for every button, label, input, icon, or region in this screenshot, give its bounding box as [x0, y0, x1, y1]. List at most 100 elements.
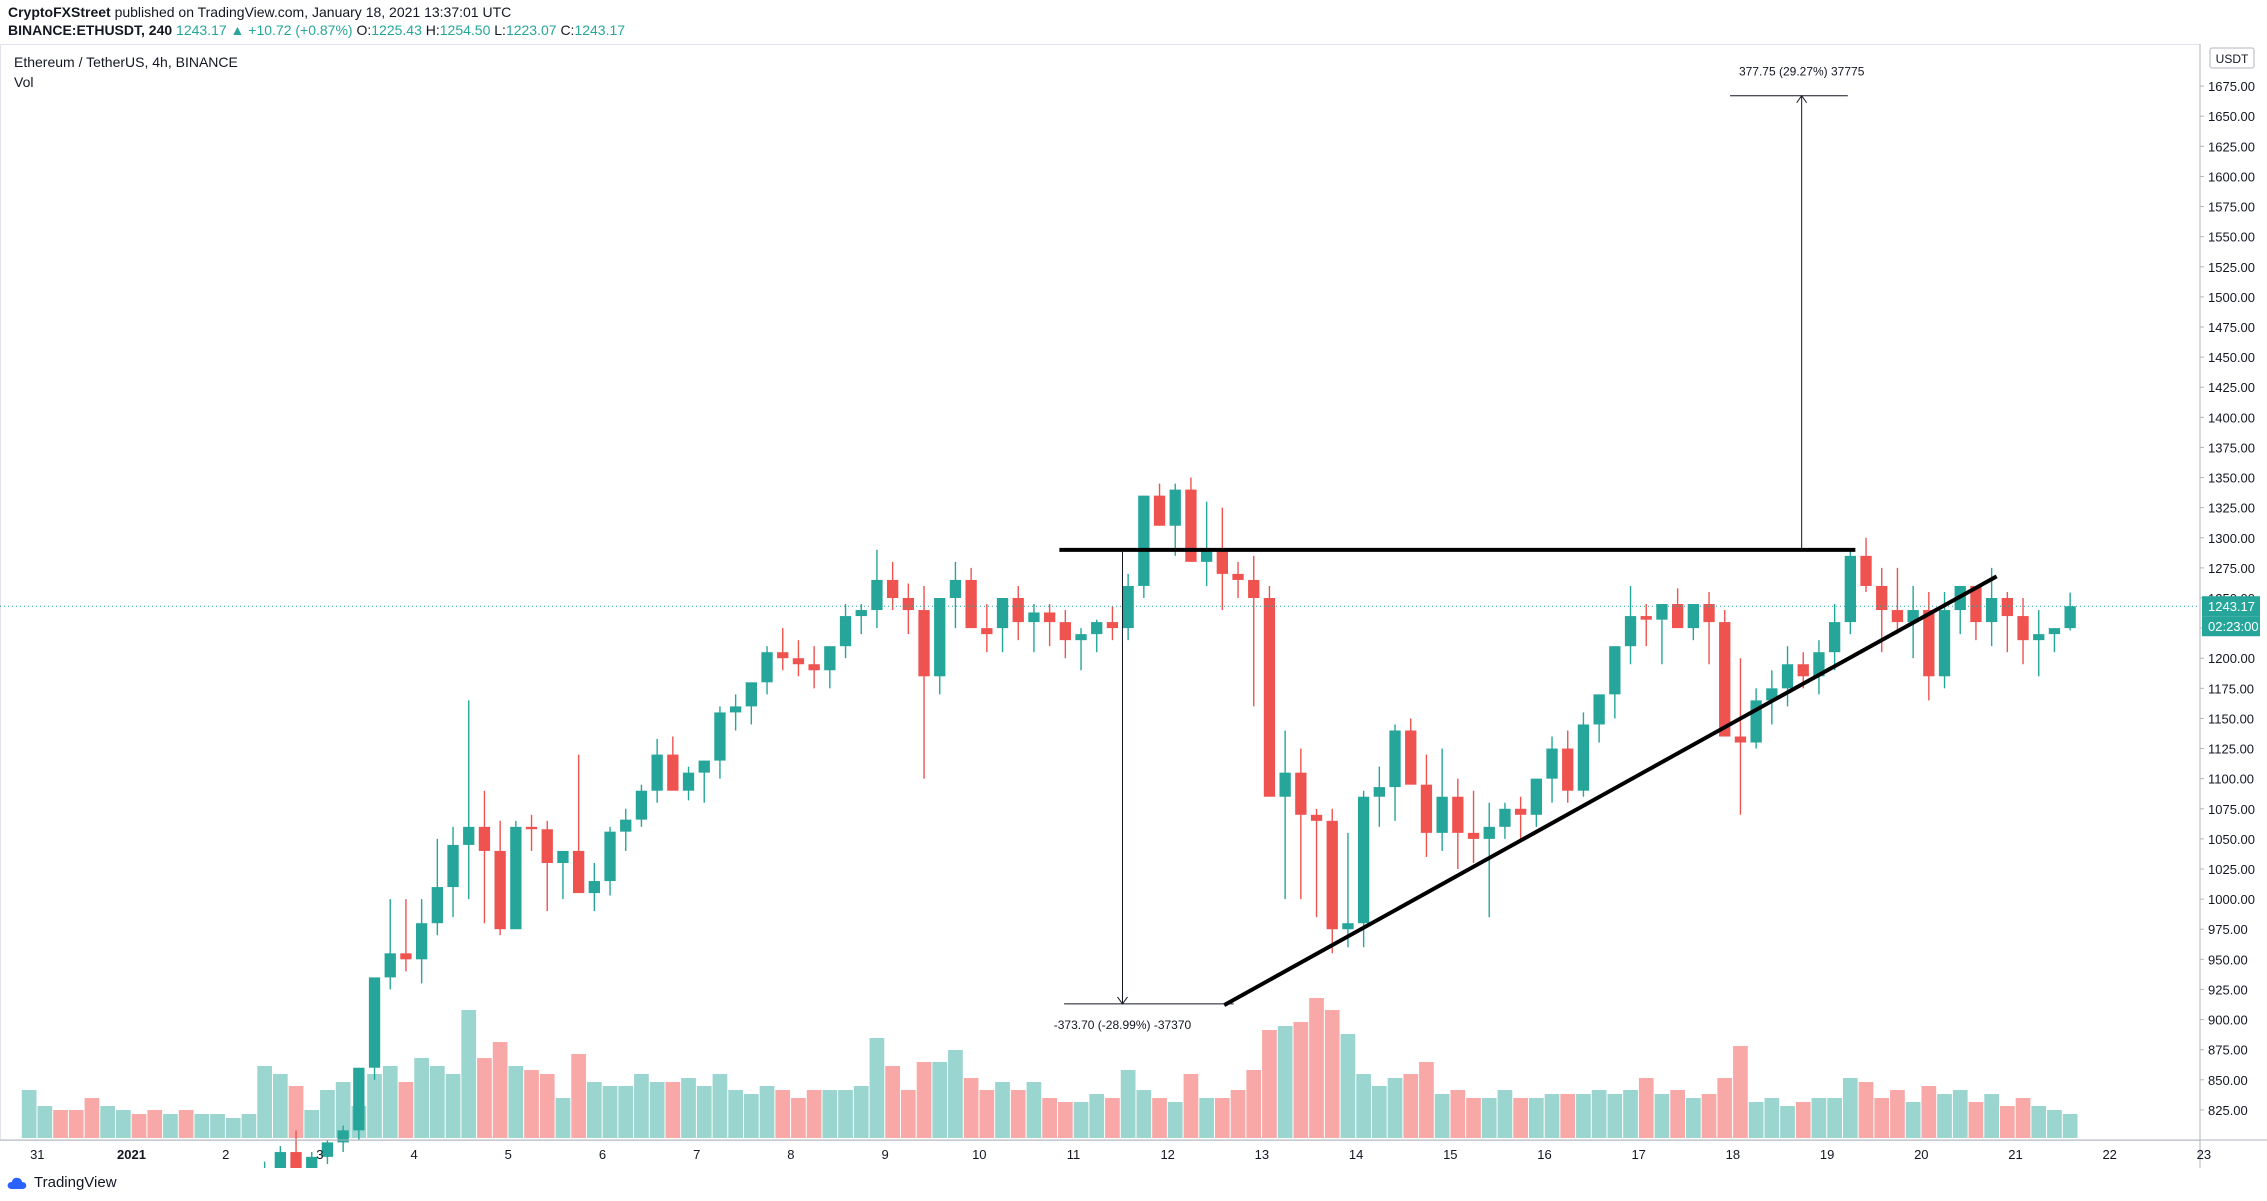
candle-body — [1828, 622, 1841, 653]
candle-body — [1766, 688, 1778, 701]
candle-body — [1232, 573, 1244, 580]
author-name[interactable]: CryptoFXStreet — [8, 4, 111, 20]
candle-body — [1671, 604, 1684, 629]
candle-body — [1310, 814, 1323, 821]
candle-body — [792, 658, 805, 665]
candle-body — [2048, 628, 2061, 635]
candle-body — [635, 790, 648, 820]
candle-layer — [263, 477, 2076, 1168]
publish-info: CryptoFXStreet published on TradingView.… — [8, 4, 511, 20]
candle-body — [1577, 724, 1590, 791]
candle-body — [290, 1152, 302, 1168]
price-tick-label: 1425.00 — [2208, 380, 2255, 395]
price-tick-label: 1075.00 — [2208, 802, 2255, 817]
candle-body — [415, 923, 428, 960]
candle-body — [1106, 622, 1119, 629]
candle-body — [1687, 604, 1699, 629]
candle-body — [478, 826, 491, 851]
candle-body — [1876, 585, 1888, 611]
volume-bar — [1277, 1026, 1293, 1138]
volume-bar — [885, 1066, 900, 1138]
candle-body — [855, 610, 867, 617]
volume-bar — [1811, 1098, 1827, 1138]
price-tick-label: 1475.00 — [2208, 320, 2255, 335]
grid-layer — [0, 44, 2201, 1141]
candle-body — [1844, 555, 1856, 623]
last-price-box — [2202, 596, 2260, 617]
series-title: Ethereum / TetherUS, 4h, BINANCE — [14, 54, 238, 70]
volume-bar — [100, 1106, 115, 1138]
candle-body — [572, 850, 585, 894]
volume-bar — [1199, 1098, 1214, 1138]
volume-bar — [1230, 1090, 1246, 1138]
volume-bar — [1591, 1090, 1607, 1138]
volume-bar — [1890, 1090, 1905, 1138]
tradingview-cloud-icon — [7, 1177, 27, 1189]
candle-body — [1373, 787, 1385, 797]
candle-body — [651, 754, 663, 791]
volume-bar — [1638, 1078, 1654, 1138]
volume-bar — [1136, 1090, 1152, 1138]
tradingview-logo[interactable]: TradingView — [6, 1174, 117, 1191]
candle-body — [494, 850, 506, 930]
candle-body — [1263, 598, 1276, 797]
volume-bar — [602, 1086, 618, 1138]
volume-bar — [571, 1054, 586, 1138]
price-tick-label: 1325.00 — [2208, 501, 2255, 516]
volume-bar — [1701, 1094, 1717, 1138]
volume-bar — [1921, 1086, 1937, 1138]
volume-bar — [1419, 1062, 1434, 1138]
candle-body — [1797, 664, 1809, 677]
volume-bar — [445, 1074, 461, 1138]
price-tick-label: 1025.00 — [2208, 862, 2255, 877]
volume-bar — [1262, 1030, 1277, 1138]
volume-bar — [2015, 1098, 2031, 1138]
volume-bar — [1057, 1102, 1073, 1138]
volume-bar — [68, 1110, 84, 1138]
candle-body — [1609, 646, 1621, 695]
candle-body — [1200, 549, 1213, 562]
volume-bar — [696, 1086, 712, 1138]
volume-bar — [21, 1090, 37, 1138]
volume-bar — [288, 1086, 304, 1138]
volume-bar — [131, 1114, 147, 1138]
volume-bar — [963, 1078, 979, 1138]
volume-bar — [916, 1062, 932, 1138]
volume-bar — [477, 1058, 492, 1138]
volume-bar — [1371, 1086, 1387, 1138]
volume-bar — [1685, 1098, 1701, 1138]
low-value: 1223.07 — [505, 22, 557, 38]
candle-body — [1593, 694, 1605, 725]
candle-body — [1970, 585, 1982, 623]
candle-body — [886, 579, 899, 598]
candle-body — [1452, 796, 1464, 833]
time-tick-label: 14 — [1349, 1147, 1363, 1162]
price-tick-label: 1550.00 — [2208, 230, 2255, 245]
volume-bar — [382, 1066, 398, 1138]
candle-body — [729, 706, 742, 713]
candle-body — [1059, 622, 1071, 641]
currency-box — [2209, 47, 2255, 69]
time-tick-label: 17 — [1631, 1147, 1645, 1162]
candle-body — [1781, 664, 1794, 689]
volume-bar — [1152, 1098, 1167, 1138]
volume-bar — [163, 1114, 178, 1138]
candle-body — [1734, 736, 1747, 743]
price-chart[interactable]: -373.70 (-28.99%) -37370 377.75 (29.27%) … — [0, 44, 2267, 1168]
candle-body — [1342, 923, 1354, 930]
support-trendline — [1223, 574, 1998, 1007]
volume-bar — [649, 1082, 665, 1138]
candle-body — [1483, 826, 1495, 839]
time-tick-label: 31 — [30, 1147, 44, 1162]
price-tick-label: 1600.00 — [2208, 169, 2255, 184]
volume-bar — [1764, 1098, 1780, 1138]
candle-body — [604, 831, 616, 882]
plot-border — [0, 44, 2201, 1141]
volume-bar — [461, 1010, 477, 1138]
volume-bar — [791, 1098, 806, 1138]
volume-bar — [948, 1050, 963, 1138]
time-tick-label: 9 — [881, 1147, 888, 1162]
candle-body — [1122, 585, 1134, 629]
countdown-text: 02:23:00 — [2208, 619, 2259, 634]
candle-body — [1216, 549, 1228, 574]
